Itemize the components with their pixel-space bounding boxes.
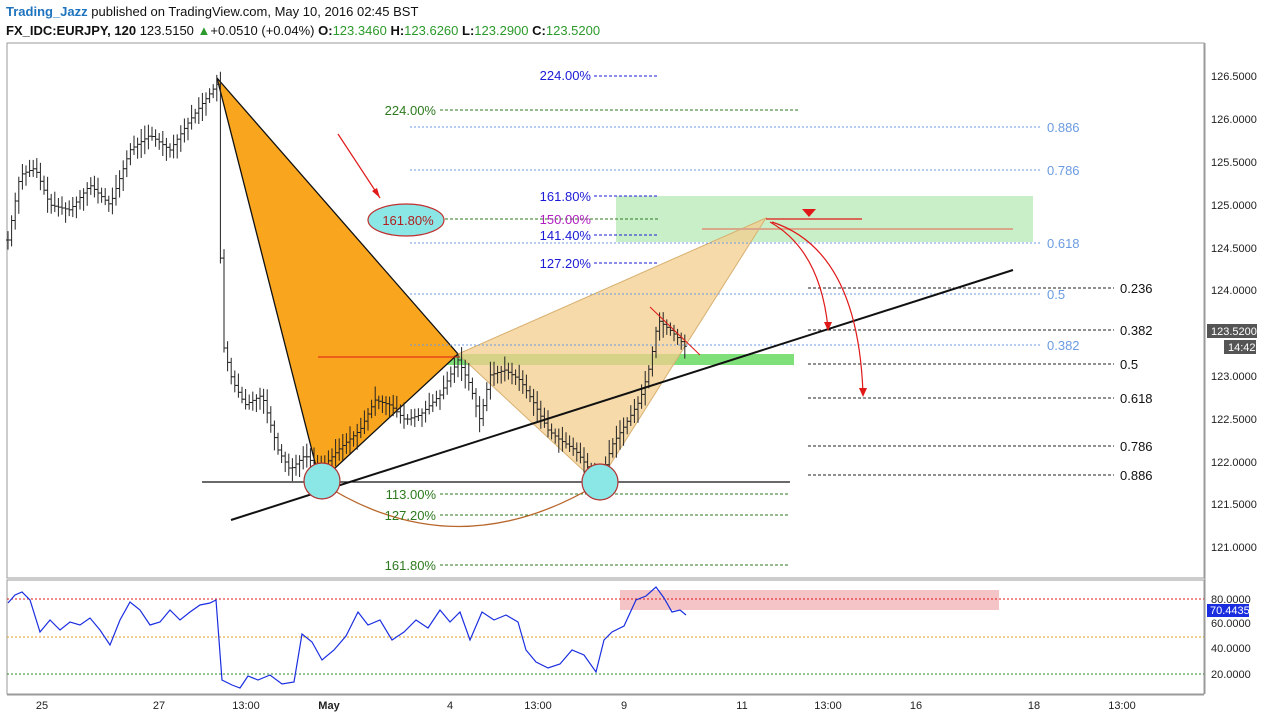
time-tick: 13:00 (524, 700, 552, 712)
open-value: 123.3460 (332, 23, 387, 38)
time-tick: 18 (1028, 700, 1040, 712)
low-value: 123.2900 (474, 23, 529, 38)
open-label: O: (318, 23, 333, 38)
close-label: C: (532, 23, 546, 38)
retrace-label-0786: 0.786 (1047, 163, 1080, 178)
arc-curve (319, 481, 599, 528)
price-tick: 122.5000 (1211, 414, 1257, 426)
fib-label-1272-green: 127.20% (385, 508, 437, 523)
close-value: 123.5200 (545, 23, 601, 38)
publish-line: Trading_Jazz published on TradingView.co… (6, 2, 1256, 21)
retrace-label-0886: 0.886 (1047, 120, 1080, 135)
retrace-label-05: 0.5 (1047, 287, 1065, 302)
fib-label-150: 150.00% (540, 212, 592, 227)
fib-label-113: 113.00% (386, 487, 437, 502)
countdown-badge-text: 14:42 (1228, 342, 1256, 354)
price-tick: 124.0000 (1211, 285, 1257, 297)
price-tick: 125.0000 (1211, 200, 1257, 212)
red-diagonal-line (649, 306, 701, 356)
rsi-tick: 80.0000 (1211, 594, 1251, 606)
up-arrow-icon: ▲ (197, 23, 211, 38)
target-label-05: 0.5 (1120, 357, 1138, 372)
retrace-label-0382: 0.382 (1047, 338, 1080, 353)
fib-label-1414-blue: 141.40% (540, 228, 592, 243)
price-tick: 126.5000 (1211, 71, 1257, 83)
target-label-0382: 0.382 (1120, 323, 1153, 338)
target-label-0618: 0.618 (1120, 391, 1153, 406)
symbol-label[interactable]: FX_IDC:EURJPY, 120 (6, 23, 137, 38)
high-value: 123.6260 (404, 23, 459, 38)
arrowhead-icon (372, 188, 380, 198)
rsi-line (7, 586, 687, 689)
quote-line: FX_IDC:EURJPY, 120 123.5150 ▲+0.0510 (+0… (6, 21, 1256, 40)
red-curve-arrow-2-icon (771, 221, 864, 395)
ellipse-callout (367, 203, 445, 237)
price-tick: 126.0000 (1211, 114, 1257, 126)
fib-label-1618-blue: 161.80% (540, 189, 592, 204)
time-tick: 13:00 (232, 700, 260, 712)
time-tick: 16 (910, 700, 922, 712)
price-tick: 123.0000 (1211, 371, 1257, 383)
chart-header: Trading_Jazz published on TradingView.co… (6, 2, 1256, 42)
rsi-tick: 60.0000 (1211, 618, 1251, 630)
time-tick: 4 (447, 700, 453, 712)
price-tick: 121.0000 (1211, 542, 1257, 554)
time-tick: 13:00 (1108, 700, 1136, 712)
red-pointer-arrow-icon (337, 133, 381, 199)
last-price: 123.5150 (139, 23, 194, 38)
target-label-0236: 0.236 (1120, 281, 1153, 296)
time-tick: 27 (153, 700, 165, 712)
target-label-0886: 0.886 (1120, 468, 1153, 483)
high-label: H: (390, 23, 405, 38)
price-tick: 121.5000 (1211, 499, 1257, 511)
rsi-value-badge (1207, 604, 1249, 617)
pattern-xab-triangle (216, 77, 459, 484)
fib-label-224-blue: 224.00% (540, 68, 592, 83)
fib-label-1272-blue: 127.20% (540, 256, 592, 271)
change-value: +0.0510 (+0.04%) (210, 23, 315, 38)
time-tick: 11 (736, 700, 747, 712)
time-tick: 25 (36, 700, 48, 712)
sell-marker-icon (802, 209, 816, 217)
time-tick: May (318, 700, 340, 712)
time-tick: 13:00 (814, 700, 842, 712)
time-tick: 9 (621, 700, 627, 712)
low-label: L: (462, 23, 475, 38)
arrowhead-icon (859, 388, 867, 397)
arrowhead-icon (824, 322, 832, 331)
author-link[interactable]: Trading_Jazz (6, 4, 88, 19)
rsi-value-badge-text: 70.4435 (1210, 605, 1250, 617)
publish-text: published on TradingView.com, May 10, 20… (91, 4, 419, 19)
ellipse-label: 161.80% (382, 213, 434, 228)
fib-label-224-green: 224.00% (385, 103, 437, 118)
target-label-0786: 0.786 (1120, 439, 1153, 454)
rsi-overbought-zone (620, 590, 999, 610)
rsi-tick: 20.0000 (1211, 669, 1251, 681)
rsi-tick: 40.0000 (1211, 643, 1251, 655)
point-circle-right (581, 463, 619, 501)
price-tick: 122.0000 (1211, 457, 1257, 469)
fib-label-1618-green: 161.80% (385, 558, 437, 573)
price-candles (6, 71, 687, 488)
retrace-label-0618: 0.618 (1047, 236, 1080, 251)
trendline[interactable] (230, 269, 1014, 521)
price-tick: 124.5000 (1211, 243, 1257, 255)
price-tick: 125.5000 (1211, 157, 1257, 169)
countdown-badge (1224, 340, 1256, 354)
red-curve-arrow-1-icon (769, 221, 829, 329)
point-circle-left (303, 462, 341, 500)
pattern-bcd-triangle (457, 216, 768, 485)
last-price-badge-text: 123.5200 (1211, 326, 1257, 338)
last-price-badge (1207, 324, 1257, 338)
